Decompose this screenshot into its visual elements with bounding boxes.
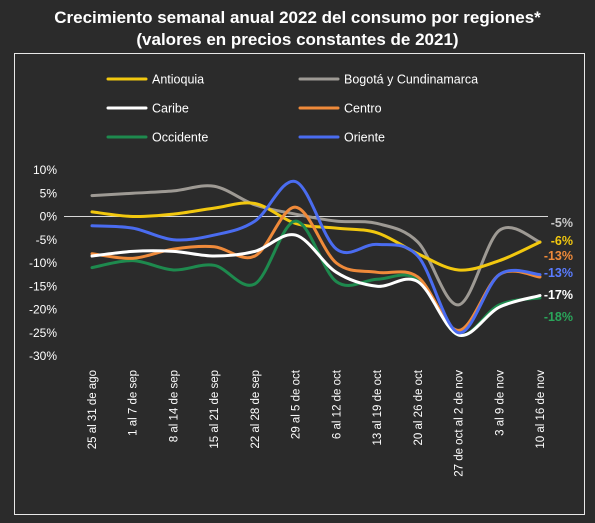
y-tick-label: 0% (40, 210, 58, 224)
end-value-label: -5% (551, 216, 573, 230)
x-tick-label: 6 al 12 de oct (331, 369, 343, 439)
x-tick-label: 10 al 16 de nov (535, 370, 547, 449)
y-tick-label: -30% (29, 349, 57, 363)
y-tick-label: -15% (29, 279, 57, 293)
y-tick-label: -5% (36, 233, 58, 247)
x-tick-label: 20 al 26 de oct (413, 369, 425, 445)
chart-frame (14, 53, 585, 515)
y-tick-label: -10% (29, 256, 57, 270)
end-value-label: -13% (544, 249, 573, 263)
x-tick-label: 27 de oct al 2 de nov (454, 370, 466, 477)
legend-label: Centro (344, 102, 382, 116)
legend-label: Oriente (344, 131, 385, 145)
chart-subtitle: (valores en precios constantes de 2021) (136, 30, 459, 49)
x-tick-label: 22 al 28 de sep (250, 370, 262, 449)
end-value-label: -13% (544, 266, 573, 280)
x-tick-label: 3 al 9 de nov (494, 370, 506, 436)
x-tick-label: 1 al 7 de sep (128, 370, 140, 436)
legend-label: Occidente (152, 131, 208, 145)
series-lines (90, 179, 542, 337)
x-tick-label: 8 al 14 de sep (168, 370, 180, 442)
end-value-label: -6% (551, 234, 573, 248)
legend-label: Antioquia (152, 73, 204, 87)
legend: Antioquia Bogotá y Cundinamarca Caribe Cent… (106, 73, 478, 145)
y-axis: 10% 5% 0% -5% -10% -15% -20% -25% -30% (29, 163, 57, 363)
x-tick-label: 25 al 31 de ago (87, 370, 99, 449)
y-tick-label: -20% (29, 303, 57, 317)
series-line (90, 184, 542, 307)
legend-label: Caribe (152, 102, 189, 116)
x-axis: 25 al 31 de ago 1 al 7 de sep 8 al 14 de s… (87, 369, 547, 477)
y-tick-label: 5% (40, 186, 58, 200)
chart-title: Crecimiento semanal anual 2022 del consu… (54, 8, 541, 27)
end-value-label: -17% (544, 288, 573, 302)
x-tick-label: 15 al 21 de sep (209, 370, 221, 449)
legend-label: Bogotá y Cundinamarca (344, 73, 478, 87)
series-line (90, 205, 542, 332)
series-line (90, 201, 542, 272)
x-tick-label: 13 al 19 de oct (372, 369, 384, 445)
y-tick-label: 10% (33, 163, 57, 177)
end-labels: -6% -5% -17% -13% -18% -13% (544, 216, 573, 324)
y-tick-label: -25% (29, 326, 57, 340)
series-line (90, 179, 542, 335)
series-line (90, 233, 542, 337)
end-value-label: -18% (544, 310, 573, 324)
x-tick-label: 29 al 5 de oct (291, 369, 303, 439)
